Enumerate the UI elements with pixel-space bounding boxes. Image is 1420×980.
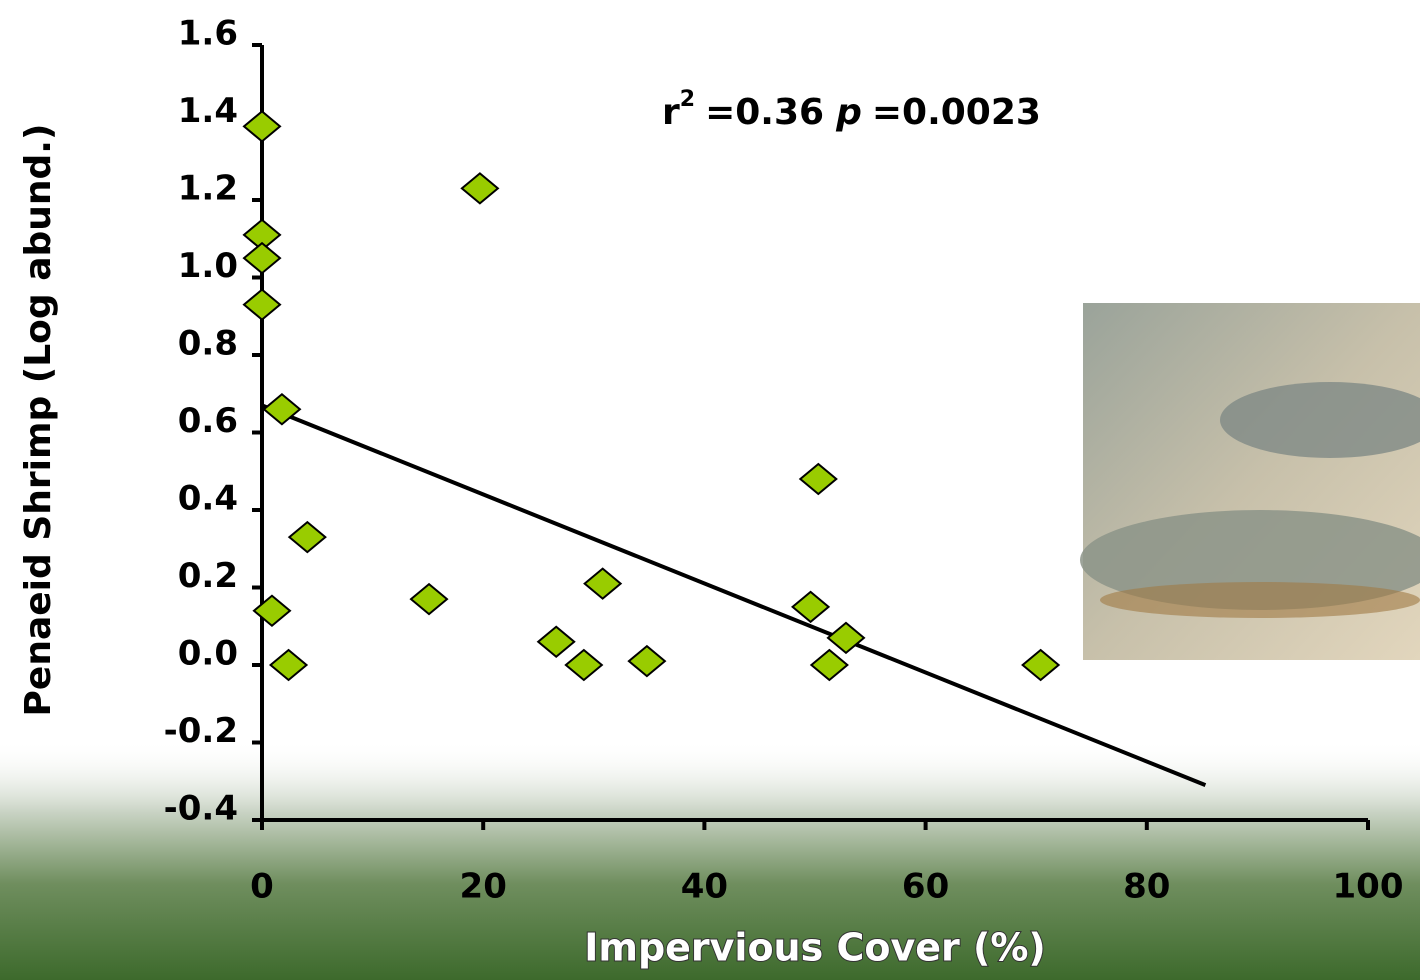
data-point [828, 623, 864, 653]
data-point [629, 646, 665, 676]
data-point [538, 627, 574, 657]
y-tick-label: 1.4 [178, 91, 238, 131]
p-label: p [835, 92, 862, 133]
data-point [254, 596, 290, 626]
x-tick-label: 40 [681, 867, 728, 907]
r-value: =0.36 [705, 92, 824, 133]
trend-line [262, 405, 1205, 785]
y-tick-label: 1.2 [178, 169, 238, 209]
data-point [793, 592, 829, 622]
x-tick-label: 0 [250, 867, 274, 907]
r-superscript: 2 [680, 87, 695, 112]
x-tick-label: 80 [1123, 867, 1170, 907]
p-value: =0.0023 [872, 92, 1041, 133]
y-tick-label: 1.6 [178, 14, 238, 54]
y-tick-label: 0.8 [178, 324, 238, 364]
y-axis-title: Penaeid Shrimp (Log abund.) [18, 124, 59, 717]
data-point [462, 173, 498, 203]
data-point [271, 650, 307, 680]
data-point [244, 290, 280, 320]
x-tick-label: 100 [1333, 867, 1404, 907]
data-point [800, 464, 836, 494]
data-point [244, 111, 280, 141]
stats-annotation: r2 =0.36 p=0.0023 [662, 87, 1041, 133]
data-point [585, 569, 621, 599]
data-point [811, 650, 847, 680]
data-point [289, 522, 325, 552]
y-tick-label: -0.2 [164, 711, 238, 751]
chart: -0.4 -0.2 0.0 0.2 0.4 0.6 0.8 1.0 1.2 1.4 1.6 0 20 40… [0, 0, 1420, 980]
data-point [411, 584, 447, 614]
y-tick-label: -0.4 [164, 789, 238, 829]
y-tick-label: 0.4 [178, 479, 238, 519]
data-point [1023, 650, 1059, 680]
x-axis-title: Impervious Cover (%) [584, 926, 1046, 970]
x-tick-label: 20 [460, 867, 507, 907]
y-tick-label: 0.2 [178, 556, 238, 596]
data-point [566, 650, 602, 680]
data-point [244, 243, 280, 273]
shrimp-photo [1080, 303, 1420, 660]
y-tick-label: 1.0 [178, 246, 238, 286]
y-tick-label: 0.0 [178, 634, 238, 674]
y-tick-label: 0.6 [178, 401, 238, 441]
r-label: r [662, 92, 680, 133]
x-tick-label: 60 [902, 867, 949, 907]
